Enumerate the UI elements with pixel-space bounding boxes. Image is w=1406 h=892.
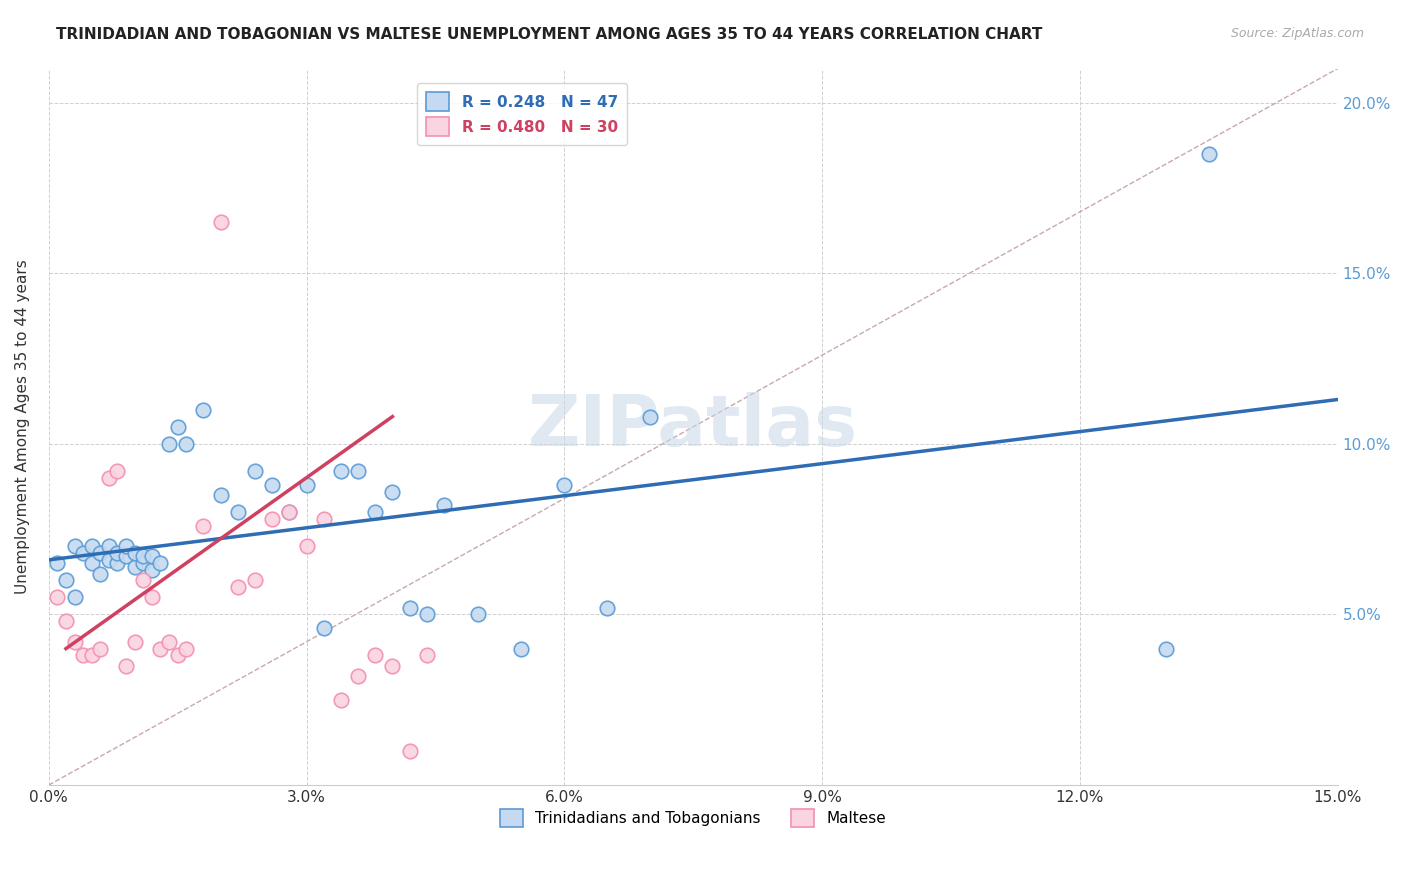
Point: [347, 669, 370, 683]
Point: [262, 512, 284, 526]
Point: [416, 648, 439, 663]
Point: [174, 437, 197, 451]
Text: TRINIDADIAN AND TOBAGONIAN VS MALTESE UNEMPLOYMENT AMONG AGES 35 TO 44 YEARS COR: TRINIDADIAN AND TOBAGONIAN VS MALTESE UN…: [56, 27, 1043, 42]
Point: [226, 580, 249, 594]
Point: [97, 471, 120, 485]
Y-axis label: Unemployment Among Ages 35 to 44 years: Unemployment Among Ages 35 to 44 years: [15, 260, 30, 594]
Point: [55, 574, 77, 588]
Point: [149, 641, 172, 656]
Point: [89, 641, 111, 656]
Point: [433, 498, 456, 512]
Point: [364, 505, 387, 519]
Point: [115, 539, 138, 553]
Point: [124, 546, 146, 560]
Point: [141, 563, 163, 577]
Point: [149, 556, 172, 570]
Point: [132, 574, 155, 588]
Point: [398, 744, 420, 758]
Point: [63, 634, 86, 648]
Point: [278, 505, 301, 519]
Point: [553, 478, 575, 492]
Point: [295, 539, 318, 553]
Point: [381, 484, 404, 499]
Point: [312, 512, 335, 526]
Point: [97, 539, 120, 553]
Point: [193, 518, 215, 533]
Point: [63, 591, 86, 605]
Point: [347, 464, 370, 478]
Point: [72, 648, 94, 663]
Point: [107, 556, 129, 570]
Point: [132, 556, 155, 570]
Point: [107, 546, 129, 560]
Point: [124, 559, 146, 574]
Point: [640, 409, 662, 424]
Point: [80, 556, 103, 570]
Point: [46, 556, 69, 570]
Point: [166, 648, 188, 663]
Point: [63, 539, 86, 553]
Point: [416, 607, 439, 622]
Point: [329, 693, 352, 707]
Point: [1154, 641, 1177, 656]
Point: [467, 607, 489, 622]
Point: [141, 591, 163, 605]
Point: [141, 549, 163, 564]
Point: [193, 402, 215, 417]
Point: [80, 539, 103, 553]
Point: [115, 658, 138, 673]
Point: [157, 634, 180, 648]
Point: [1198, 146, 1220, 161]
Point: [174, 641, 197, 656]
Point: [107, 464, 129, 478]
Point: [132, 549, 155, 564]
Point: [364, 648, 387, 663]
Point: [115, 549, 138, 564]
Point: [243, 464, 266, 478]
Point: [89, 566, 111, 581]
Point: [278, 505, 301, 519]
Point: [72, 546, 94, 560]
Point: [55, 615, 77, 629]
Point: [89, 546, 111, 560]
Point: [157, 437, 180, 451]
Text: Source: ZipAtlas.com: Source: ZipAtlas.com: [1230, 27, 1364, 40]
Point: [596, 600, 619, 615]
Point: [46, 591, 69, 605]
Point: [209, 215, 232, 229]
Point: [329, 464, 352, 478]
Point: [243, 574, 266, 588]
Point: [226, 505, 249, 519]
Point: [510, 641, 533, 656]
Point: [295, 478, 318, 492]
Point: [381, 658, 404, 673]
Point: [166, 419, 188, 434]
Point: [262, 478, 284, 492]
Point: [80, 648, 103, 663]
Point: [398, 600, 420, 615]
Legend: Trinidadians and Tobagonians, Maltese: Trinidadians and Tobagonians, Maltese: [492, 801, 894, 835]
Point: [97, 553, 120, 567]
Point: [209, 488, 232, 502]
Text: ZIPatlas: ZIPatlas: [529, 392, 858, 461]
Point: [124, 634, 146, 648]
Point: [312, 621, 335, 635]
